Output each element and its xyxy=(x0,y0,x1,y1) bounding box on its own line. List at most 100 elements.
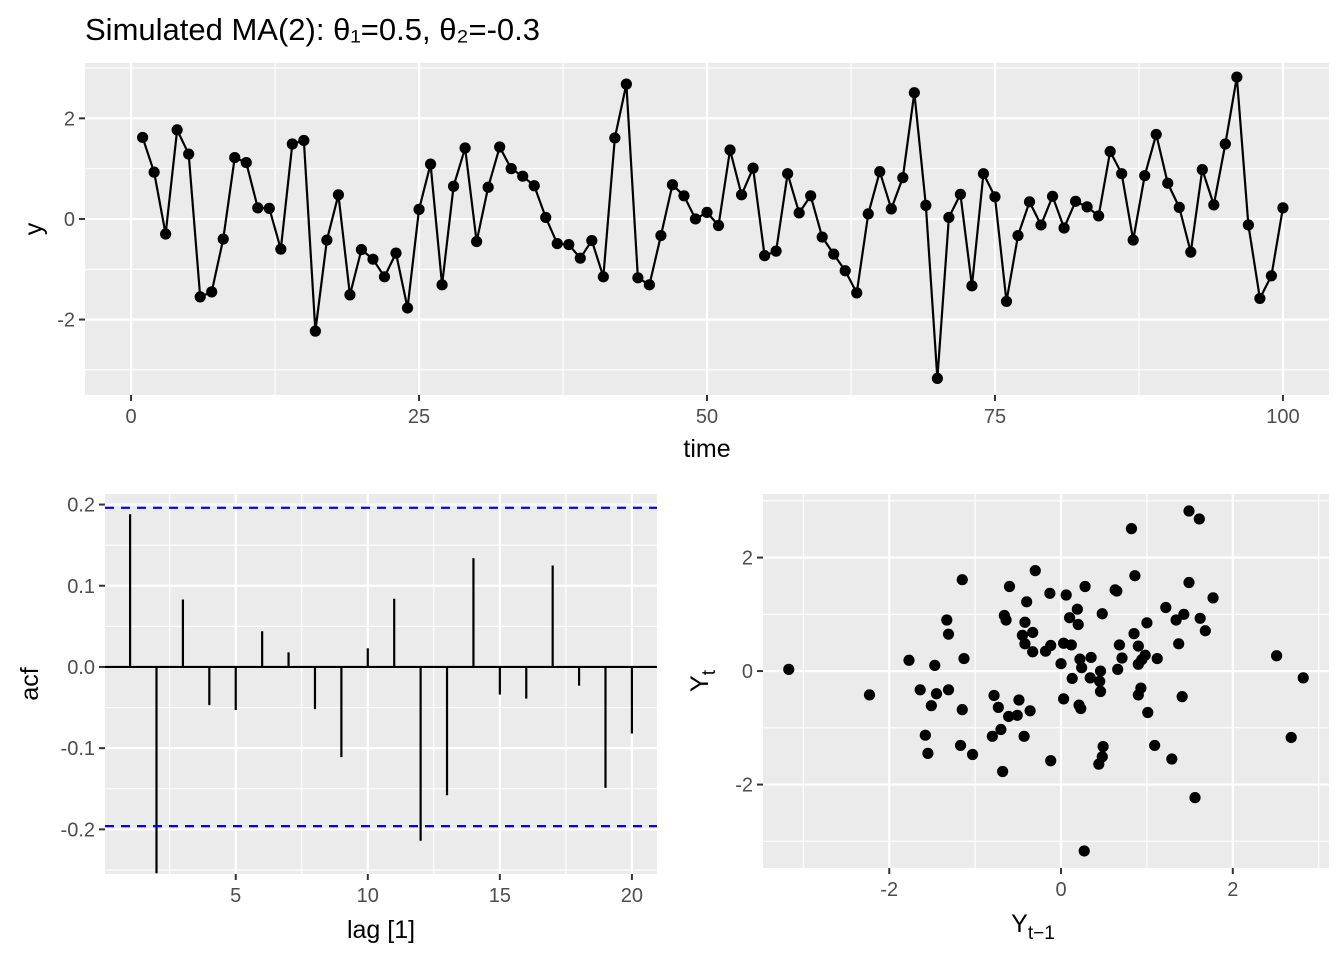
time-series-point xyxy=(874,166,886,178)
lag-scatter-ticks: -2 0 2 -2 0 2 xyxy=(735,548,1238,901)
time-series-x-tick-label: 0 xyxy=(126,406,137,428)
lag-scatter-point xyxy=(1029,565,1041,577)
time-series-x-tick-label: 100 xyxy=(1266,406,1299,428)
lag-scatter-point xyxy=(914,684,926,696)
time-series-point xyxy=(171,124,183,136)
lag-scatter-point xyxy=(1058,637,1070,649)
time-series-point xyxy=(309,325,321,337)
time-series-marks xyxy=(136,71,1289,384)
time-series-y-tick-label: -2 xyxy=(57,310,75,332)
time-series-point xyxy=(286,138,298,150)
time-series-point xyxy=(655,229,667,242)
lag-scatter-point xyxy=(1183,576,1195,589)
time-series-point xyxy=(735,189,748,201)
lag-scatter-y-axis-title-main: Y xyxy=(686,675,714,692)
time-series-point xyxy=(471,235,483,248)
lag-scatter-point xyxy=(1125,523,1138,535)
lag-scatter-point xyxy=(1084,672,1096,684)
time-series-point xyxy=(666,179,679,191)
lag-scatter-point xyxy=(1045,755,1057,767)
time-series-point xyxy=(1265,270,1278,282)
lag-scatter-point xyxy=(1044,587,1056,599)
time-series-point xyxy=(1081,201,1093,213)
lag-scatter-point xyxy=(1193,513,1205,525)
lag-scatter-point xyxy=(1116,652,1128,664)
time-series-point xyxy=(1127,234,1139,246)
lag-scatter-point xyxy=(1178,608,1190,620)
time-series-point xyxy=(620,78,632,90)
time-series-point xyxy=(851,287,863,299)
time-series-point xyxy=(551,237,563,250)
lag-scatter-point xyxy=(954,739,967,752)
acf-panel: 5 10 15 20 -0.2 -0.1 0.0 0.1 0.2 lag [1] acf xyxy=(16,494,657,944)
time-series-point xyxy=(1093,210,1105,222)
lag-scatter-point xyxy=(1011,709,1023,721)
lag-scatter-point xyxy=(929,659,941,671)
lag-scatter-point xyxy=(1079,580,1091,593)
lag-scatter-point xyxy=(1085,651,1097,664)
time-series-point xyxy=(1277,202,1289,214)
time-series-point xyxy=(447,180,460,192)
time-series-point xyxy=(1104,145,1116,158)
lag-scatter-point xyxy=(1071,603,1083,615)
time-series-y-tick-label: 0 xyxy=(64,209,75,231)
time-series-point xyxy=(574,252,586,264)
lag-scatter-point xyxy=(1019,638,1031,650)
lag-scatter-point xyxy=(1055,658,1067,670)
time-series-point xyxy=(148,166,160,178)
lag-scatter-point xyxy=(995,723,1007,736)
time-series-point xyxy=(367,253,379,265)
time-series-point xyxy=(828,248,840,260)
time-series-point xyxy=(1069,195,1082,207)
lag-scatter-point xyxy=(997,765,1009,778)
time-series-point xyxy=(1035,219,1047,231)
lag-scatter-point xyxy=(1151,652,1163,665)
time-series-grid xyxy=(85,63,1329,395)
lag-scatter-point xyxy=(922,747,934,759)
time-series-y-tick-label: 2 xyxy=(64,108,75,130)
time-series-point xyxy=(401,302,414,314)
lag-scatter-point xyxy=(1094,675,1106,687)
time-series-point xyxy=(1023,196,1036,208)
time-series-point xyxy=(1046,190,1059,202)
time-series-point xyxy=(321,234,333,246)
time-series-point xyxy=(701,206,713,218)
lag-scatter-point xyxy=(1072,618,1084,631)
time-series-point xyxy=(413,203,425,215)
lag-scatter-point xyxy=(1021,596,1033,608)
lag-scatter-point xyxy=(1064,612,1076,624)
lag-scatter-y-axis-title-subscript: t xyxy=(699,669,720,675)
lag-scatter-point xyxy=(1093,758,1105,770)
time-series-point xyxy=(908,87,920,99)
time-series-point xyxy=(1150,128,1162,141)
time-series-point xyxy=(977,168,990,180)
lag-scatter-point xyxy=(1173,638,1185,650)
time-series-x-tick-label: 50 xyxy=(696,406,718,428)
lag-scatter-point xyxy=(942,684,955,696)
acf-ticks: 5 10 15 20 -0.2 -0.1 0.0 0.1 0.2 xyxy=(61,495,644,907)
time-series-point xyxy=(390,247,402,259)
lag-scatter-point xyxy=(1078,845,1090,857)
lag-scatter-point xyxy=(1018,730,1030,742)
time-series-line xyxy=(141,75,1285,380)
acf-background xyxy=(105,494,657,874)
time-series-point xyxy=(1242,219,1254,231)
time-series-point xyxy=(839,265,851,277)
time-series-point xyxy=(920,199,932,211)
time-series-point xyxy=(816,231,828,243)
time-series-point xyxy=(344,289,356,301)
time-series-point xyxy=(724,144,736,156)
lag-scatter-point xyxy=(1132,689,1144,701)
time-series-point xyxy=(1000,295,1013,308)
lag-scatter-point xyxy=(1094,685,1107,698)
lag-scatter-point xyxy=(1024,705,1036,717)
time-series-point xyxy=(931,372,943,384)
lag-scatter-point xyxy=(1142,706,1154,719)
time-series-point xyxy=(482,181,494,193)
lag-scatter-point xyxy=(998,609,1010,622)
time-series-point xyxy=(943,211,955,224)
time-series-point xyxy=(298,134,310,147)
plot-title: Simulated MA(2): θ₁=0.5, θ₂=-0.3 xyxy=(85,12,540,47)
time-series-point xyxy=(1219,138,1231,150)
lag-scatter-point xyxy=(1271,650,1283,662)
